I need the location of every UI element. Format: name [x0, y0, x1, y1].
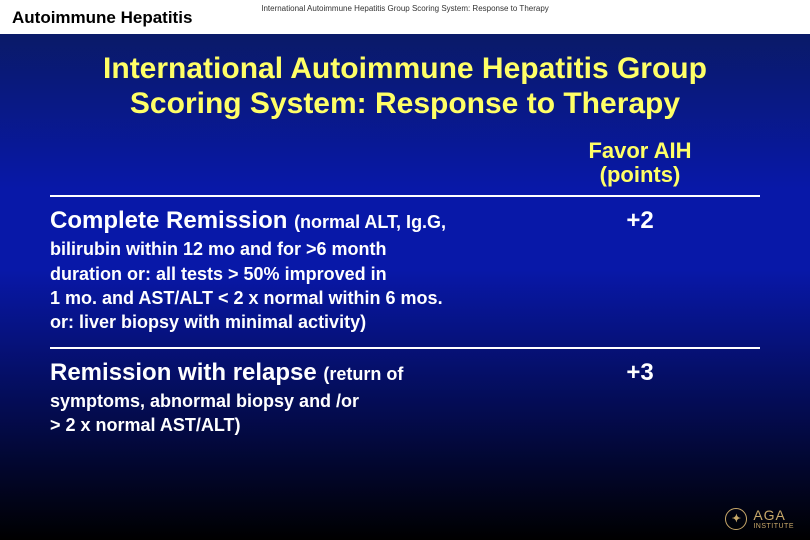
header-subline: International Autoimmune Hepatitis Group…	[261, 4, 549, 13]
row-detail: bilirubin within 12 mo and for >6 month …	[50, 237, 550, 334]
scoring-row-1: Complete Remission (normal ALT, Ig.G, bi…	[50, 195, 760, 346]
row-sub-inline: (normal ALT, Ig.G,	[294, 212, 446, 232]
row-points: +3	[550, 359, 730, 387]
logo-mark-icon: ✦	[725, 508, 747, 530]
logo-text: AGA	[753, 507, 794, 523]
column-header-line2: (points)	[600, 162, 681, 187]
slide-title: International Autoimmune Hepatitis Group…	[50, 52, 760, 121]
row-points: +2	[550, 207, 730, 235]
header-category: Autoimmune Hepatitis	[12, 8, 192, 27]
footer-logo: ✦ AGA INSTITUTE	[725, 507, 794, 530]
row-sub-inline: (return of	[323, 364, 403, 384]
slide-header: International Autoimmune Hepatitis Group…	[0, 0, 810, 34]
row-detail: symptoms, abnormal biopsy and /or > 2 x …	[50, 389, 550, 438]
column-header-line1: Favor AIH	[588, 138, 691, 163]
slide-body: International Autoimmune Hepatitis Group…	[0, 34, 810, 449]
scoring-row-2: Remission with relapse (return of sympto…	[50, 347, 760, 450]
logo-subtext: INSTITUTE	[753, 523, 794, 530]
row-title: Complete Remission	[50, 207, 294, 234]
points-column-header: Favor AIH (points)	[550, 139, 730, 187]
row-title: Remission with relapse	[50, 359, 323, 386]
